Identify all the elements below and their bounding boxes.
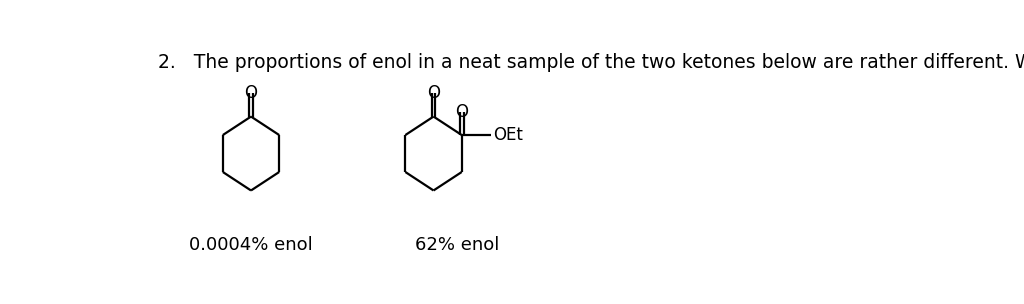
Text: O: O xyxy=(456,103,468,121)
Text: O: O xyxy=(427,85,440,102)
Text: 2.   The proportions of enol in a neat sample of the two ketones below are rathe: 2. The proportions of enol in a neat sam… xyxy=(158,53,1024,72)
Text: OEt: OEt xyxy=(494,126,523,144)
Text: O: O xyxy=(245,85,257,102)
Text: 0.0004% enol: 0.0004% enol xyxy=(189,236,313,254)
Text: 62% enol: 62% enol xyxy=(415,236,500,254)
